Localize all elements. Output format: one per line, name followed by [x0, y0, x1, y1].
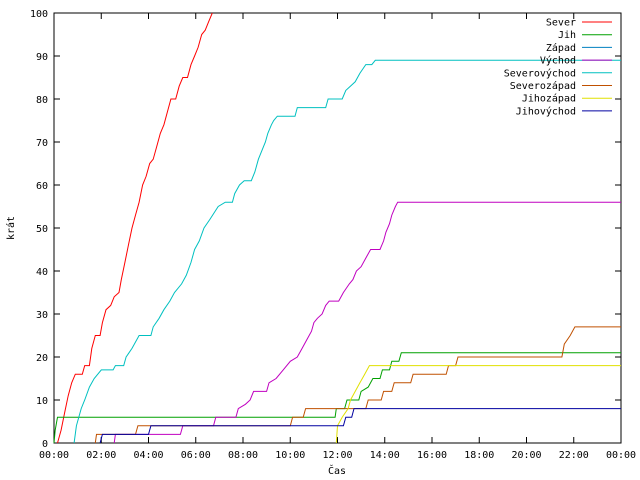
- legend-label: Sever: [546, 18, 576, 29]
- y-tick-label: 40: [36, 267, 48, 278]
- x-tick-label: 06:00: [181, 450, 211, 461]
- legend-label: Západ: [546, 42, 576, 54]
- y-tick-label: 100: [30, 9, 48, 20]
- legend-label: Severovýchod: [504, 67, 576, 79]
- y-tick-label: 0: [42, 439, 48, 450]
- series-line-4: [113, 201, 621, 444]
- x-tick-label: 14:00: [370, 450, 400, 461]
- series-line-1: [57, 12, 213, 444]
- legend-label: Jih: [558, 30, 576, 41]
- x-tick-label: 08:00: [228, 450, 258, 461]
- x-tick-label: 12:00: [322, 450, 352, 461]
- y-tick-label: 80: [36, 95, 48, 106]
- y-tick-label: 30: [36, 310, 48, 321]
- x-tick-label: 04:00: [133, 450, 163, 461]
- y-axis-label: krát: [5, 216, 17, 240]
- x-axis-label: Čas: [328, 464, 346, 477]
- y-tick-label: 20: [36, 353, 48, 364]
- x-tick-label: 20:00: [511, 450, 541, 461]
- series-group: [53, 12, 621, 444]
- x-tick-label: 22:00: [559, 450, 589, 461]
- x-tick-label: 10:00: [275, 450, 305, 461]
- legend-label: Východ: [540, 55, 576, 67]
- series-line-8: [99, 408, 621, 444]
- x-tick-label: 02:00: [86, 450, 116, 461]
- x-axis: 00:00 02:00 04:00 06:00 08:00 10:00 12:00 14:00…: [39, 13, 636, 461]
- series-line-5: [73, 59, 621, 444]
- x-tick-label: 16:00: [417, 450, 447, 461]
- legend-label: Jihovýchod: [516, 105, 576, 117]
- y-tick-label: 60: [36, 181, 48, 192]
- y-axis: 0 10 20 30 40 50 60 70 80 90 100: [30, 9, 621, 450]
- x-tick-label: 18:00: [464, 450, 494, 461]
- y-tick-label: 10: [36, 396, 48, 407]
- x-tick-label: 00:00: [606, 450, 636, 461]
- y-tick-label: 70: [36, 138, 48, 149]
- legend-label: Severozápad: [510, 80, 576, 92]
- series-line-2: [53, 352, 621, 444]
- series-line-7: [335, 365, 621, 444]
- legend: SeverJihZápadVýchodSeverovýchodSeverozáp…: [504, 18, 612, 117]
- legend-label: Jihozápad: [522, 93, 576, 105]
- x-tick-label: 00:00: [39, 450, 69, 461]
- y-tick-label: 50: [36, 224, 48, 235]
- y-tick-label: 90: [36, 52, 48, 63]
